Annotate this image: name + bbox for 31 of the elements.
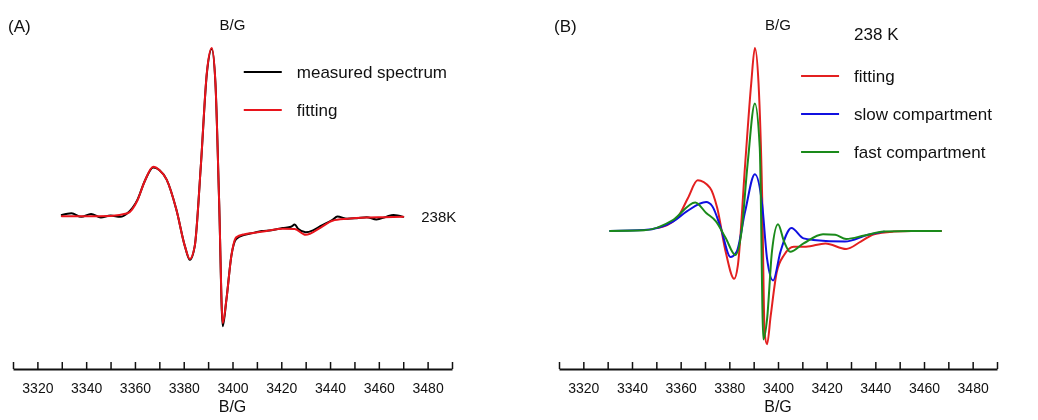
legend-label: fast compartment [854,143,986,162]
x-tick-label: 3460 [363,379,396,396]
legend-label: fitting [296,101,338,120]
legend-title: 238 K [854,25,900,44]
x-tick-label: 3460 [908,379,941,396]
x-tick-label: 3340 [71,379,103,396]
x-tick-label: 3440 [860,379,892,396]
legend-label: fitting [854,67,895,86]
x-tick-label: 3420 [811,379,843,396]
x-tick-label: 3400 [762,379,795,396]
x-tick-label: 3320 [22,379,54,396]
x-tick-label: 3380 [168,379,200,396]
x-tick-label: 3480 [957,379,989,396]
x-tick-label: 3380 [714,379,746,396]
x-tick-label: 3400 [217,379,249,396]
x-tick-label: 3360 [665,379,697,396]
x-tick-label: 3480 [412,379,444,396]
annotation: 238K [421,207,457,225]
legend-label: measured spectrum [296,63,447,82]
x-axis-title: B/G [218,398,247,415]
x-tick-label: 3320 [568,379,600,396]
chart-title: B/G [765,16,791,33]
chart-title: B/G [219,16,246,33]
text: (A) [8,17,31,36]
x-tick-label: 3420 [266,379,298,396]
x-tick-label: 3360 [119,379,152,396]
x-tick-label: 3340 [616,379,649,396]
x-axis-title: B/G [764,398,792,415]
x-tick-label: 3440 [314,379,347,396]
legend-label: slow compartment [854,105,993,124]
text: (B) [554,17,577,36]
